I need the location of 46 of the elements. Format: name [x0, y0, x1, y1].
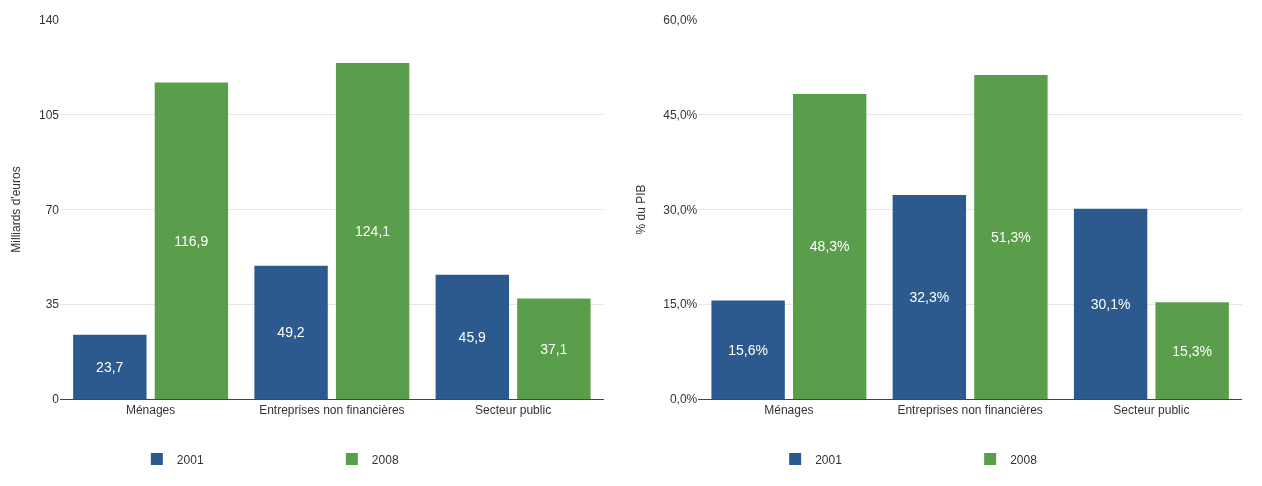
data-label: 32,3% [909, 288, 950, 305]
y-tick-label: 15,0% [663, 297, 698, 312]
data-label: 45,9 [458, 328, 487, 345]
y-tick-label: 30,0% [663, 202, 698, 217]
y-tick-label: 140 [38, 13, 60, 28]
bar [974, 74, 1048, 399]
y-tick-label: 60,0% [663, 13, 698, 28]
data-label: 51,3% [991, 228, 1031, 245]
y-tick-label: 35 [45, 297, 60, 312]
data-label: 49,2 [277, 324, 305, 341]
data-label: 116,9 [174, 232, 209, 249]
x-tick-label: Ménages [764, 403, 814, 418]
legend-label: 2008 [371, 452, 399, 467]
y-tick-label: 70 [45, 202, 60, 217]
bar [154, 82, 229, 399]
data-label: 48,3% [809, 238, 850, 255]
bar [73, 334, 147, 399]
bar [517, 298, 591, 399]
bar [792, 93, 867, 399]
x-tick-label: Entreprises non financières [897, 403, 1043, 418]
data-label: 15,3% [1172, 342, 1213, 359]
legend-label: 2008 [1010, 452, 1038, 467]
y-axis-title: Milliards d'euros [9, 166, 24, 253]
bar [892, 194, 967, 399]
bar [1155, 302, 1229, 399]
x-tick-label: Secteur public [475, 403, 552, 418]
data-label: 124,1 [355, 223, 391, 240]
data-label: 37,1 [540, 340, 568, 357]
legend-label: 2001 [815, 452, 843, 467]
data-label: 23,7 [96, 358, 124, 375]
y-tick-label: 0 [52, 392, 60, 407]
y-tick-label: 0,0% [669, 392, 698, 407]
y-axis-title: % du PIB [633, 184, 648, 235]
data-label: 30,1% [1090, 295, 1131, 312]
bar [254, 265, 328, 399]
bar [1073, 208, 1148, 399]
x-tick-label: Secteur public [1113, 403, 1190, 418]
x-tick-label: Ménages [125, 403, 176, 418]
bar [335, 63, 410, 399]
bar [435, 274, 510, 399]
legend-label: 2001 [176, 452, 204, 467]
x-tick-label: Entreprises non financières [259, 403, 405, 418]
y-tick-label: 105 [38, 107, 60, 122]
y-tick-label: 45,0% [663, 107, 698, 122]
bar [711, 300, 785, 399]
data-label: 15,6% [728, 341, 768, 358]
